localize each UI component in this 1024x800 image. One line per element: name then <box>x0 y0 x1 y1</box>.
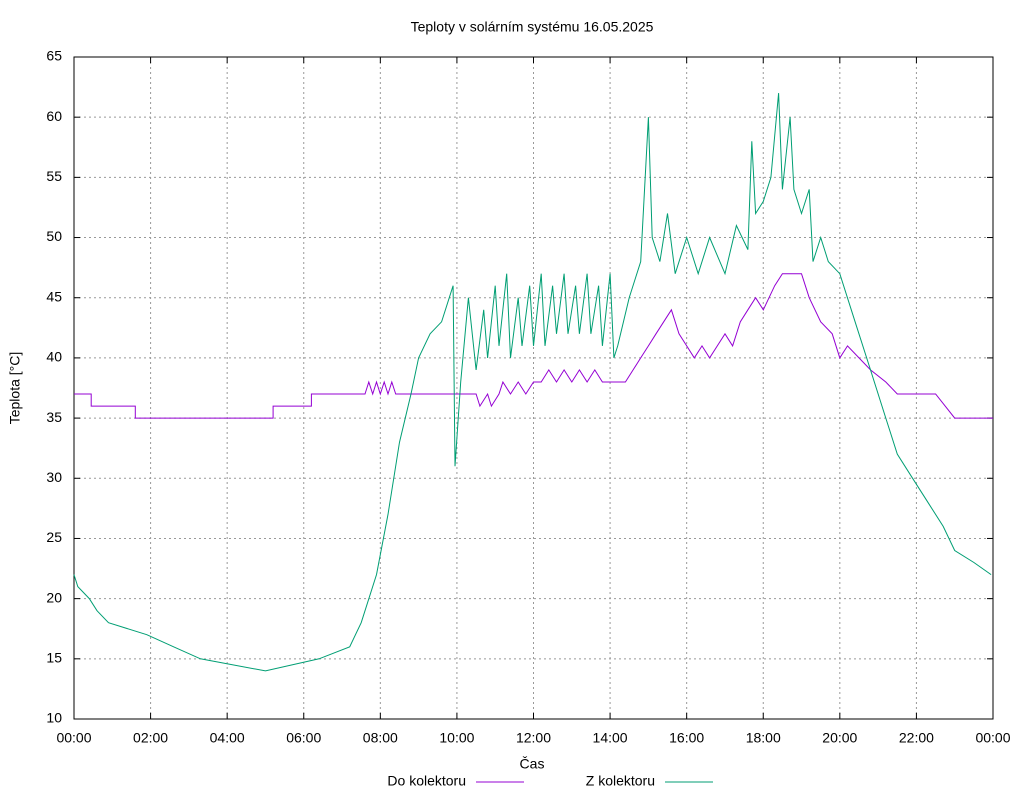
x-tick-label: 12:00 <box>516 730 551 746</box>
y-tick-label: 55 <box>46 168 62 184</box>
x-axis-label: Čas <box>520 756 545 772</box>
x-tick-label: 04:00 <box>210 730 245 746</box>
y-tick-label: 45 <box>46 288 62 304</box>
y-tick-label: 40 <box>46 349 62 365</box>
x-tick-label: 14:00 <box>593 730 628 746</box>
legend-label: Do kolektoru <box>387 773 466 789</box>
x-tick-label: 20:00 <box>822 730 857 746</box>
series-line <box>74 273 993 419</box>
x-tick-label: 18:00 <box>746 730 781 746</box>
x-tick-label: 06:00 <box>286 730 321 746</box>
legend-label: Z kolektoru <box>586 773 655 789</box>
y-axis-label: Teplota [°C] <box>7 352 23 425</box>
y-tick-label: 35 <box>46 409 62 425</box>
x-tick-label: 22:00 <box>899 730 934 746</box>
x-tick-label: 02:00 <box>133 730 168 746</box>
y-tick-label: 60 <box>46 108 62 124</box>
x-tick-label: 08:00 <box>363 730 398 746</box>
x-tick-label: 16:00 <box>669 730 704 746</box>
y-tick-label: 20 <box>46 589 62 605</box>
y-tick-label: 25 <box>46 529 62 545</box>
y-tick-label: 65 <box>46 48 62 64</box>
y-tick-label: 50 <box>46 228 62 244</box>
x-tick-label: 00:00 <box>975 730 1010 746</box>
chart-title: Teploty v solárním systému 16.05.2025 <box>411 19 654 35</box>
y-tick-label: 15 <box>46 650 62 666</box>
x-tick-label: 10:00 <box>439 730 474 746</box>
y-tick-label: 10 <box>46 710 62 726</box>
x-tick-label: 00:00 <box>56 730 91 746</box>
y-tick-label: 30 <box>46 469 62 485</box>
series-line <box>73 93 992 672</box>
